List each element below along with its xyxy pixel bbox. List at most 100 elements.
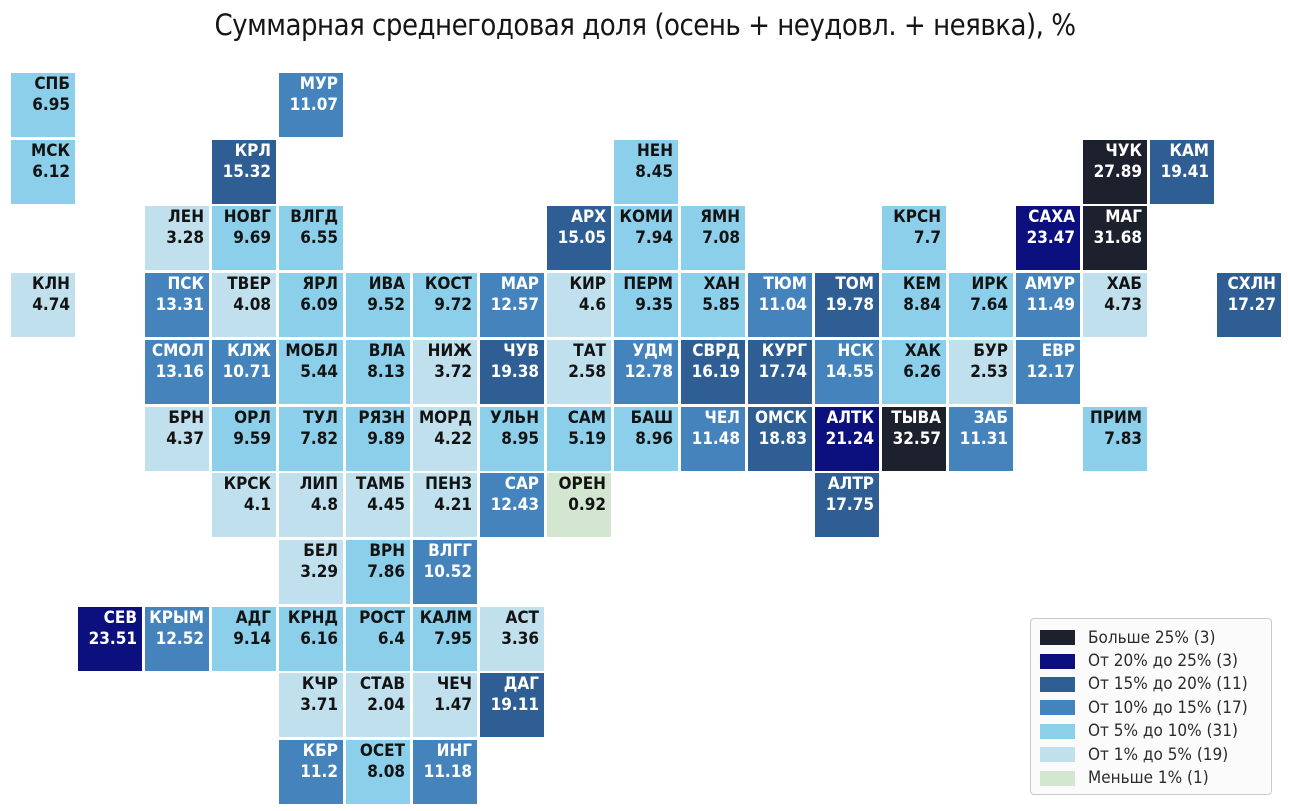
region-value: 9.59 xyxy=(233,428,271,449)
region-code: ТЮМ xyxy=(763,274,807,295)
region-tile: ИНГ 11.18 xyxy=(413,740,477,804)
region-code: ХАН xyxy=(703,274,740,295)
region-code: СВРД xyxy=(692,340,740,361)
region-tile: СМОЛ 13.16 xyxy=(145,339,209,404)
region-value: 3.28 xyxy=(166,228,204,249)
region-value: 4.37 xyxy=(166,428,204,449)
region-value: 11.2 xyxy=(300,762,338,782)
region-value: 9.14 xyxy=(233,628,271,649)
region-value: 5.85 xyxy=(702,295,740,316)
region-value: 12.52 xyxy=(155,628,204,649)
region-code: ОМСК xyxy=(755,407,807,428)
legend-item: От 5% до 10% (31) xyxy=(1040,720,1263,743)
legend: Больше 25% (3) От 20% до 25% (3) От 15% до… xyxy=(1030,618,1272,795)
region-tile: САХА 23.47 xyxy=(1016,206,1080,271)
region-tile: МСК 6.12 xyxy=(11,139,75,204)
region-value: 10.52 xyxy=(423,561,472,582)
region-tile: ПРИМ 7.83 xyxy=(1083,406,1147,471)
legend-label: От 5% до 10% (31) xyxy=(1088,721,1238,742)
region-value: 3.71 xyxy=(300,695,338,716)
region-code: ПЕНЗ xyxy=(425,474,472,495)
region-code: АДГ xyxy=(235,607,271,628)
region-tile: СТАВ 2.04 xyxy=(346,673,410,738)
region-tile: ОМСК 18.83 xyxy=(748,406,812,471)
region-tile: НСК 14.55 xyxy=(815,339,879,404)
region-code: ЧЕЛ xyxy=(704,407,740,428)
region-code: БРН xyxy=(168,407,204,428)
region-tile: УЛЬН 8.95 xyxy=(480,406,544,471)
region-tile: АСТ 3.36 xyxy=(480,606,544,671)
region-value: 10.71 xyxy=(222,361,271,382)
region-value: 17.75 xyxy=(825,495,874,516)
region-code: ХАК xyxy=(904,340,941,361)
legend-label: От 15% до 20% (11) xyxy=(1088,674,1248,695)
region-value: 15.32 xyxy=(222,161,271,182)
region-code: СЕВ xyxy=(103,607,137,628)
region-code: КОСТ xyxy=(424,274,472,295)
region-code: НОВГ xyxy=(223,207,271,228)
region-value: 8.96 xyxy=(635,428,673,449)
region-tile: МОБЛ 5.44 xyxy=(279,339,343,404)
region-code: ВРН xyxy=(369,540,405,561)
region-value: 1.47 xyxy=(434,695,472,716)
region-value: 19.38 xyxy=(490,361,539,382)
region-tile: ЯРЛ 6.09 xyxy=(279,273,343,338)
legend-label: От 20% до 25% (3) xyxy=(1088,651,1238,672)
region-value: 17.74 xyxy=(758,361,807,382)
region-value: 13.16 xyxy=(155,361,204,382)
region-code: ТАТ xyxy=(573,340,606,361)
region-value: 19.41 xyxy=(1160,161,1209,182)
region-code: КЛЖ xyxy=(227,340,271,361)
region-code: ИРК xyxy=(971,274,1008,295)
region-tile: ЧУК 27.89 xyxy=(1083,139,1147,204)
region-value: 12.43 xyxy=(490,495,539,516)
legend-item: От 10% до 15% (17) xyxy=(1040,696,1263,719)
region-value: 5.19 xyxy=(568,428,606,449)
region-value: 8.84 xyxy=(903,295,941,316)
legend-label: Меньше 1% (1) xyxy=(1088,768,1209,789)
region-tile: ХАК 6.26 xyxy=(882,339,946,404)
region-code: ТУЛ xyxy=(303,407,338,428)
region-code: МАГ xyxy=(1105,207,1142,228)
region-value: 7.83 xyxy=(1104,428,1142,449)
region-tile: ПСК 13.31 xyxy=(145,273,209,338)
region-value: 7.86 xyxy=(367,561,405,582)
region-code: ОРЛ xyxy=(234,407,271,428)
region-code: СПБ xyxy=(34,74,70,94)
region-value: 13.31 xyxy=(155,295,204,316)
region-tile: КАЛМ 7.95 xyxy=(413,606,477,671)
region-value: 6.55 xyxy=(300,228,338,249)
region-tile: ВЛГГ 10.52 xyxy=(413,539,477,604)
region-code: ТОМ xyxy=(835,274,874,295)
region-code: ВЛГГ xyxy=(428,540,472,561)
region-value: 12.57 xyxy=(490,295,539,316)
region-tile: РЯЗН 9.89 xyxy=(346,406,410,471)
region-tile: КРЫМ 12.52 xyxy=(145,606,209,671)
region-code: РОСТ xyxy=(359,607,405,628)
region-code: ТВЕР xyxy=(227,274,271,295)
region-code: ЕВР xyxy=(1041,340,1075,361)
region-code: СМОЛ xyxy=(151,340,204,361)
region-code: ВЛА xyxy=(368,340,405,361)
region-code: ПСК xyxy=(167,274,204,295)
region-tile: КАМ 19.41 xyxy=(1150,139,1214,204)
region-value: 5.44 xyxy=(300,361,338,382)
region-value: 3.36 xyxy=(501,628,539,649)
region-code: УЛЬН xyxy=(490,407,539,428)
region-code: КАМ xyxy=(1169,140,1209,161)
region-value: 4.1 xyxy=(243,495,271,516)
region-value: 17.27 xyxy=(1227,295,1276,316)
legend-item: Больше 25% (3) xyxy=(1040,626,1263,649)
region-code: КУРГ xyxy=(761,340,807,361)
region-tile: АЛТК 21.24 xyxy=(815,406,879,471)
legend-color-chip xyxy=(1040,653,1075,669)
region-code: КРСК xyxy=(223,474,271,495)
region-value: 0.92 xyxy=(568,495,606,516)
region-value: 23.51 xyxy=(88,628,137,649)
region-tile: КУРГ 17.74 xyxy=(748,339,812,404)
region-value: 4.6 xyxy=(578,295,606,316)
region-tile: КБР 11.2 xyxy=(279,740,343,804)
legend-color-chip xyxy=(1040,700,1075,716)
region-code: ЛИП xyxy=(299,474,338,495)
